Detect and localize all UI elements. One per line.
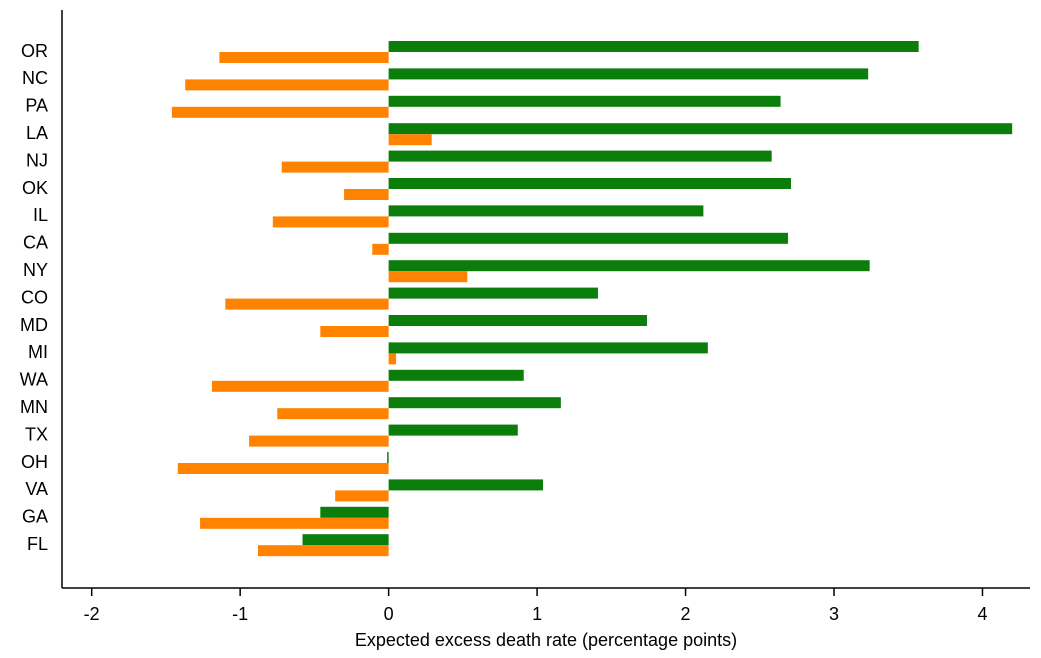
y-tick-label: WA: [20, 370, 48, 390]
x-tick-label: -1: [232, 604, 248, 624]
bar: [335, 490, 389, 502]
y-tick-label: MD: [20, 315, 48, 335]
bar: [320, 506, 389, 518]
bar: [388, 95, 781, 107]
bar: [388, 68, 869, 80]
bar: [320, 326, 389, 337]
bar: [211, 380, 389, 392]
bar: [171, 106, 389, 118]
bar: [388, 205, 704, 217]
bar: [219, 52, 389, 63]
y-tick-label: LA: [26, 123, 48, 143]
y-tick-label: MI: [28, 342, 48, 362]
bar: [388, 424, 518, 436]
bar: [225, 298, 389, 310]
y-tick-label: CA: [23, 233, 48, 253]
y-tick-label: FL: [27, 534, 48, 554]
y-tick-label: GA: [22, 507, 48, 527]
x-tick-label: 0: [384, 604, 394, 624]
bar: [177, 463, 389, 474]
y-tick-label: OK: [22, 178, 48, 198]
bar: [277, 408, 389, 420]
bar: [388, 41, 919, 52]
bar: [388, 271, 468, 283]
bar: [372, 243, 389, 255]
bar: [388, 479, 544, 491]
bar: [388, 232, 788, 244]
bar: [344, 189, 389, 200]
x-axis-label: Expected excess death rate (percentage p…: [355, 630, 737, 650]
bar: [388, 134, 432, 146]
y-tick-label: VA: [25, 479, 48, 499]
x-tick-label: 2: [681, 604, 691, 624]
bar: [272, 216, 389, 228]
y-tick-label: MN: [20, 397, 48, 417]
bar: [302, 534, 389, 546]
y-tick-label: OR: [21, 41, 48, 61]
bar: [388, 369, 524, 381]
y-tick-label: CO: [21, 287, 48, 307]
x-tick-label: -2: [84, 604, 100, 624]
bar: [388, 150, 772, 162]
bar: [185, 79, 389, 91]
bar: [281, 161, 389, 173]
x-tick-label: 1: [532, 604, 542, 624]
bar: [388, 397, 561, 409]
bar: [388, 342, 708, 354]
y-tick-label: PA: [25, 96, 48, 116]
bar: [249, 435, 389, 447]
bar: [387, 452, 389, 463]
bar: [200, 517, 389, 529]
bar: [388, 260, 870, 272]
bar: [388, 315, 647, 326]
bar: [388, 178, 791, 189]
y-tick-label: NY: [23, 260, 48, 280]
y-tick-label: NC: [22, 68, 48, 88]
y-tick-label: IL: [33, 205, 48, 225]
x-tick-label: 3: [829, 604, 839, 624]
y-tick-label: NJ: [26, 150, 48, 170]
bar: [388, 353, 397, 365]
bar: [388, 123, 1013, 135]
y-tick-label: OH: [21, 452, 48, 472]
bar: [257, 545, 389, 557]
bar: [388, 287, 598, 299]
y-tick-label: TX: [25, 424, 48, 444]
x-tick-label: 4: [977, 604, 987, 624]
